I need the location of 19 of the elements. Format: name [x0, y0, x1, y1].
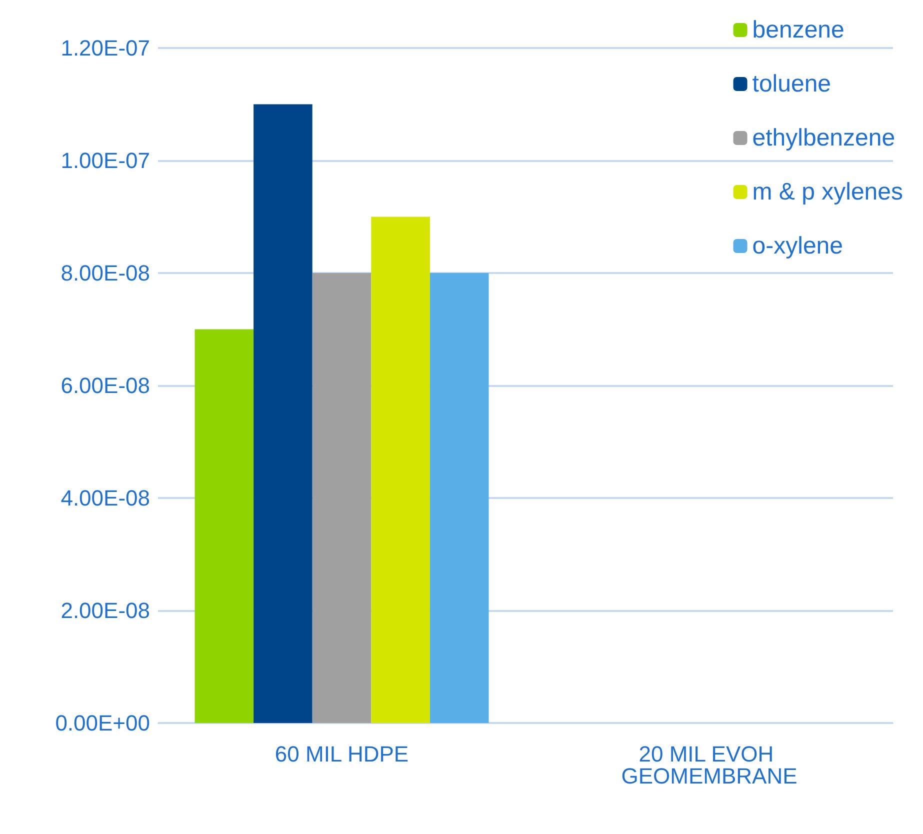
bar [254, 104, 312, 723]
y-tick-label: 1.00E-07 [60, 148, 150, 173]
bar [430, 273, 489, 723]
bar [194, 329, 254, 723]
y-tick-label: 2.00E-08 [60, 598, 150, 623]
y-tick-label: 1.20E-07 [60, 36, 150, 60]
legend-label: m & p xylenes [752, 178, 904, 206]
y-tick-label: 4.00E-08 [60, 486, 150, 510]
x-tick-label: 20 MIL EVOH GEOMEMBRANE [621, 742, 798, 788]
y-tick-label: 0.00E+00 [55, 710, 150, 736]
legend-label: o-xylene [752, 232, 843, 260]
legend-label: ethylbenzene [752, 124, 896, 152]
bar [371, 216, 430, 723]
legend-label: toluene [752, 70, 832, 98]
legend-label: benzene [752, 16, 844, 44]
x-tick-label: 60 MIL HDPE [274, 742, 409, 766]
y-tick-label: 8.00E-08 [60, 260, 150, 286]
y-tick-label: 6.00E-08 [60, 373, 150, 398]
bar [312, 273, 372, 723]
